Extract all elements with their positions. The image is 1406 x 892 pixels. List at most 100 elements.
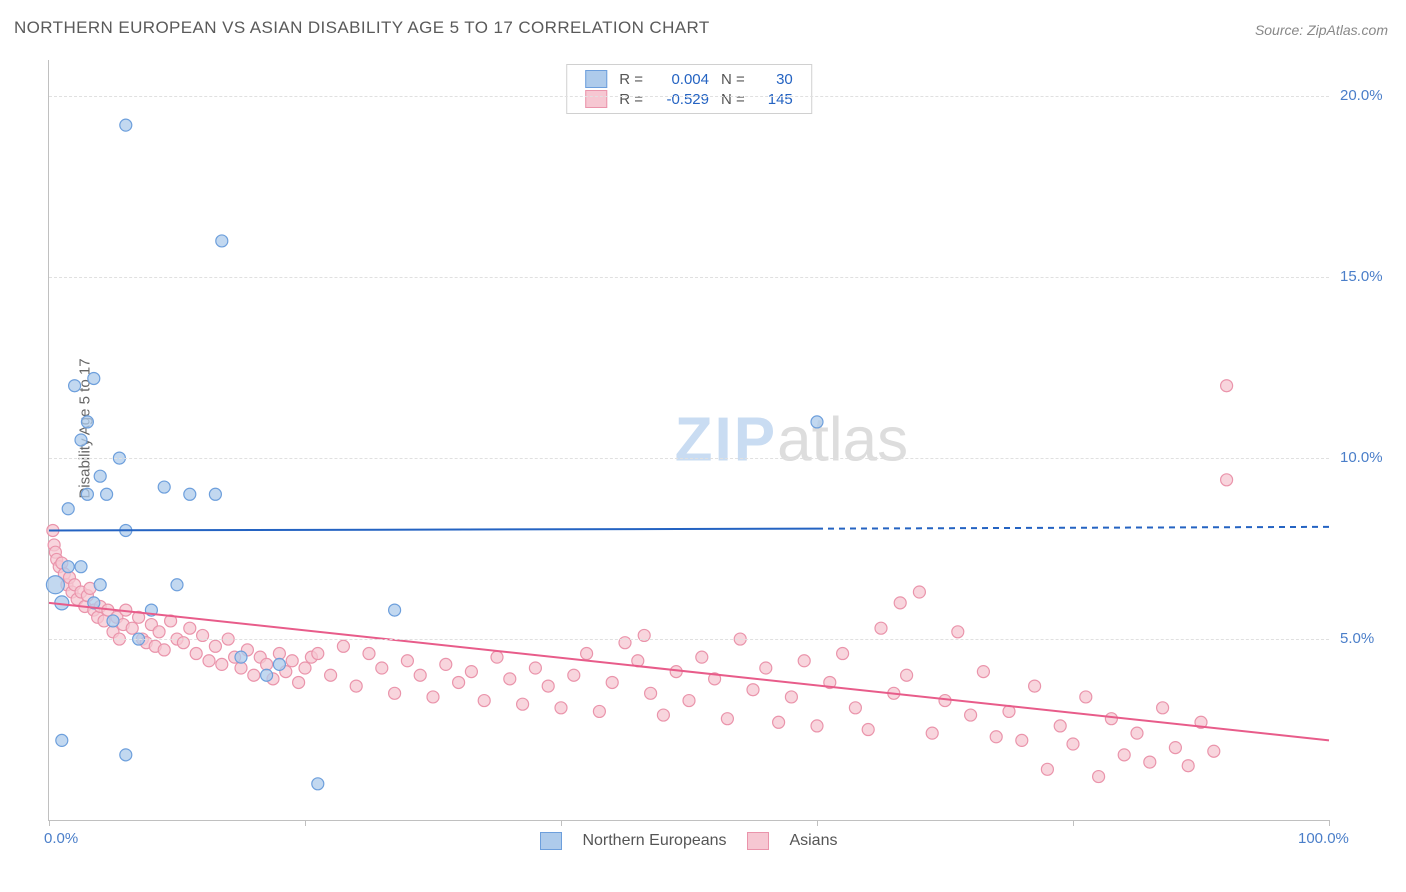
scatter-point [389, 604, 401, 616]
chart-svg [49, 60, 1329, 820]
scatter-point [312, 778, 324, 790]
legend-r-value-2: -0.529 [655, 91, 709, 108]
scatter-point [120, 119, 132, 131]
scatter-point [81, 416, 93, 428]
scatter-point [478, 695, 490, 707]
legend-r-value-1: 0.004 [655, 71, 709, 88]
scatter-point [517, 698, 529, 710]
scatter-point [894, 597, 906, 609]
scatter-point [862, 724, 874, 736]
scatter-point [158, 644, 170, 656]
scatter-point [926, 727, 938, 739]
series-legend: Northern Europeans Asians [540, 832, 853, 850]
scatter-point [62, 561, 74, 573]
scatter-point [1157, 702, 1169, 714]
scatter-point [216, 658, 228, 670]
scatter-point [837, 648, 849, 660]
scatter-point [69, 380, 81, 392]
scatter-point [760, 662, 772, 674]
scatter-point [273, 658, 285, 670]
scatter-point [798, 655, 810, 667]
scatter-point [427, 691, 439, 703]
legend-r-label-1: R = [613, 69, 649, 89]
scatter-point [453, 676, 465, 688]
scatter-point [171, 579, 183, 591]
scatter-point [312, 648, 324, 660]
scatter-point [88, 372, 100, 384]
scatter-point [62, 503, 74, 515]
scatter-point [1041, 763, 1053, 775]
scatter-point [1016, 734, 1028, 746]
scatter-point [414, 669, 426, 681]
x-max-label: 100.0% [1298, 830, 1349, 847]
series-label-2: Asians [789, 832, 837, 849]
chart-container: NORTHERN EUROPEAN VS ASIAN DISABILITY AG… [0, 0, 1406, 892]
scatter-point [1067, 738, 1079, 750]
scatter-point [81, 488, 93, 500]
scatter-point [1105, 713, 1117, 725]
y-tick-label: 5.0% [1340, 630, 1374, 647]
scatter-point [1208, 745, 1220, 757]
scatter-point [849, 702, 861, 714]
scatter-point [235, 662, 247, 674]
scatter-point [126, 622, 138, 634]
scatter-point [1029, 680, 1041, 692]
scatter-point [261, 669, 273, 681]
plot-area: ZIPatlas R = 0.004 N = 30 R = -0.529 N =… [48, 60, 1329, 821]
scatter-point [190, 648, 202, 660]
scatter-point [299, 662, 311, 674]
scatter-point [1221, 474, 1233, 486]
scatter-point [184, 622, 196, 634]
scatter-point [75, 434, 87, 446]
scatter-point [773, 716, 785, 728]
legend-n-value-1: 30 [757, 71, 793, 88]
scatter-point [235, 651, 247, 663]
scatter-point [101, 488, 113, 500]
scatter-point [593, 705, 605, 717]
scatter-point [696, 651, 708, 663]
scatter-point [465, 666, 477, 678]
scatter-point [581, 648, 593, 660]
scatter-point [555, 702, 567, 714]
scatter-point [542, 680, 554, 692]
scatter-point [811, 720, 823, 732]
legend-n-value-2: 145 [757, 91, 793, 108]
trend-line [49, 529, 817, 531]
scatter-point [1169, 742, 1181, 754]
scatter-point [153, 626, 165, 638]
legend-n-label-1: N = [715, 69, 751, 89]
scatter-point [606, 676, 618, 688]
scatter-point [504, 673, 516, 685]
scatter-point [1221, 380, 1233, 392]
scatter-point [811, 416, 823, 428]
scatter-point [913, 586, 925, 598]
scatter-point [107, 615, 119, 627]
scatter-point [568, 669, 580, 681]
x-min-label: 0.0% [44, 830, 78, 847]
scatter-point [94, 470, 106, 482]
scatter-point [440, 658, 452, 670]
scatter-point [216, 235, 228, 247]
scatter-point [273, 648, 285, 660]
scatter-point [158, 481, 170, 493]
scatter-point [293, 676, 305, 688]
scatter-point [261, 658, 273, 670]
scatter-point [965, 709, 977, 721]
series-swatch-1 [540, 832, 562, 850]
scatter-point [977, 666, 989, 678]
scatter-point [657, 709, 669, 721]
series-swatch-2 [747, 832, 769, 850]
scatter-point [325, 669, 337, 681]
scatter-point [184, 488, 196, 500]
scatter-point [389, 687, 401, 699]
scatter-point [1054, 720, 1066, 732]
scatter-point [990, 731, 1002, 743]
y-tick-label: 20.0% [1340, 87, 1383, 104]
scatter-point [491, 651, 503, 663]
scatter-point [209, 640, 221, 652]
legend-swatch-1 [585, 70, 607, 88]
scatter-point [1093, 771, 1105, 783]
scatter-point [203, 655, 215, 667]
scatter-point [1182, 760, 1194, 772]
trend-line-extension [817, 527, 1329, 529]
